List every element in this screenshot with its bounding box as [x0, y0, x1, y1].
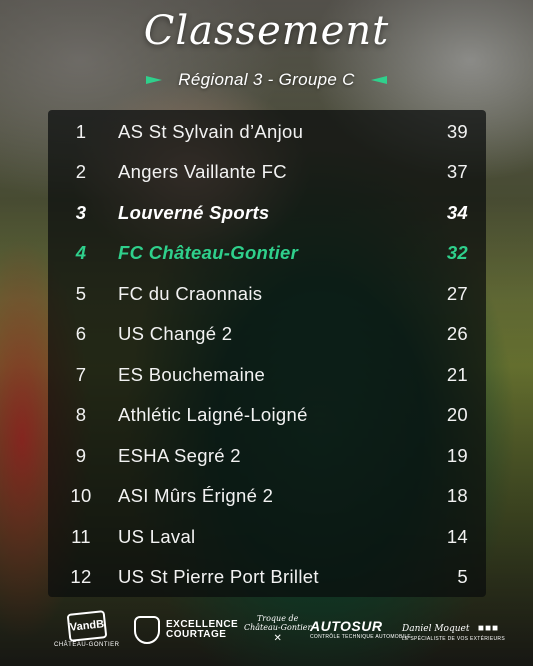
team-name: Louverné Sports	[118, 202, 270, 223]
excellence-line2: COURTAGE	[166, 629, 227, 640]
rank: 11	[71, 526, 91, 547]
standings-row: 8 Athlétic Laigné-Loigné 20	[48, 395, 486, 435]
excellence-line1: EXCELLENCE	[166, 618, 239, 630]
standings-row: 10 ASI Mûrs Érigné 2 18	[48, 476, 486, 516]
rank: 4	[75, 242, 87, 263]
troque-line1: Troque de	[256, 614, 299, 623]
team-name: ASI Mûrs Érigné 2	[118, 485, 274, 506]
team-name: US Laval	[118, 526, 196, 547]
standings-row: 5 FC du Craonnais 27	[48, 274, 486, 314]
arrow-left-icon	[370, 76, 387, 84]
points: 26	[446, 323, 468, 344]
daniel-name: Daniel Moquet	[402, 624, 470, 634]
points: 39	[446, 121, 468, 142]
team-name: ES Bouchemaine	[118, 364, 266, 385]
standings-table: 1 AS St Sylvain d’Anjou 39 2 Angers Vail…	[48, 110, 486, 597]
daniel-caption: LE SPÉCIALISTE DE VOS EXTÉRIEURS	[402, 636, 505, 642]
points: 18	[446, 485, 468, 506]
vandb-logo: VandB CHÂTEAU-GONTIER	[54, 610, 120, 648]
troque-logo: Troque de Château-Gontier ✕	[244, 614, 311, 644]
sponsor-bar: VandB CHÂTEAU-GONTIER EXCELLENCE COURTAG…	[0, 608, 533, 658]
dots-icon: ■■■	[477, 623, 500, 634]
rank: 5	[75, 283, 87, 304]
points: 27	[446, 283, 468, 304]
rank: 6	[75, 323, 87, 344]
points: 5	[457, 566, 468, 587]
standings-row-highlighted: 4 FC Château-Gontier 32	[48, 233, 486, 273]
points: 34	[446, 202, 468, 223]
autosur-caption: CONTRÔLE TECHNIQUE AUTOMOBILE	[310, 634, 412, 640]
points: 20	[446, 404, 468, 425]
standings-row: 1 AS St Sylvain d’Anjou 39	[48, 112, 486, 152]
team-name: FC du Craonnais	[118, 283, 263, 304]
team-name: ESHA Segré 2	[118, 445, 241, 466]
shield-icon	[134, 616, 160, 644]
team-name: AS St Sylvain d’Anjou	[118, 121, 304, 142]
excellence-courtage-logo: EXCELLENCE COURTAGE	[134, 616, 238, 644]
vandb-badge: VandB	[66, 610, 108, 642]
autosur-logo: AUTOSUR CONTRÔLE TECHNIQUE AUTOMOBILE	[310, 618, 411, 640]
standings-row: 11 US Laval 14	[48, 517, 486, 557]
team-name: US Changé 2	[118, 323, 233, 344]
rank: 8	[75, 404, 87, 425]
standings-row: 12 US St Pierre Port Brillet 5	[48, 557, 486, 597]
rank: 7	[75, 364, 87, 385]
standings-row: 3 Louverné Sports 34	[48, 193, 486, 233]
points: 14	[446, 526, 468, 547]
daniel-moquet-logo: Daniel Moquet ■■■ LE SPÉCIALISTE DE VOS …	[402, 618, 505, 642]
rank: 1	[75, 121, 87, 142]
team-name: Angers Vaillante FC	[118, 161, 287, 182]
rank: 3	[75, 202, 87, 223]
rank: 10	[70, 485, 92, 506]
points: 21	[446, 364, 468, 385]
rank: 2	[75, 161, 87, 182]
team-name: Athlétic Laigné-Loigné	[118, 404, 308, 425]
points: 19	[446, 445, 468, 466]
page-title: Classement	[143, 8, 390, 54]
standings-row: 9 ESHA Segré 2 19	[48, 436, 486, 476]
arrow-right-icon	[146, 76, 163, 84]
standings-row: 7 ES Bouchemaine 21	[48, 355, 486, 395]
league-subtitle: Régional 3 - Groupe C	[178, 70, 355, 89]
crossed-tools-icon: ✕	[273, 633, 282, 644]
standings-row: 6 US Changé 2 26	[48, 314, 486, 354]
vandb-caption: CHÂTEAU-GONTIER	[54, 642, 120, 648]
subtitle-row: Régional 3 - Groupe C	[0, 70, 533, 90]
team-name: FC Château-Gontier	[118, 242, 299, 263]
rank: 12	[70, 566, 92, 587]
team-name: US St Pierre Port Brillet	[118, 566, 319, 587]
points: 32	[446, 242, 468, 263]
standings-row: 2 Angers Vaillante FC 37	[48, 152, 486, 192]
rank: 9	[75, 445, 87, 466]
autosur-name: AUTOSUR	[310, 618, 383, 634]
points: 37	[446, 161, 468, 182]
troque-line2: Château-Gontier	[244, 623, 312, 632]
header: Classement Régional 3 - Groupe C	[0, 0, 533, 108]
